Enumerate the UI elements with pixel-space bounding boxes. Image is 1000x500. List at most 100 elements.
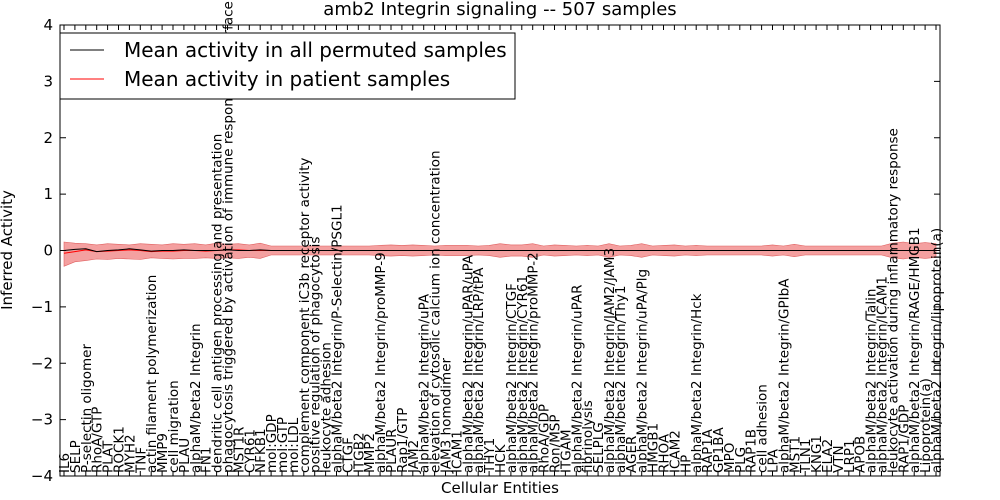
x-tick-label: SELPLG (591, 422, 607, 473)
x-tick-label: alphaM/beta2 Integrin/uPAR/uPA (460, 254, 476, 473)
x-tick-label: Lipoprotein(a) (918, 378, 934, 473)
legend-label-patient: Mean activity in patient samples (124, 67, 450, 91)
y-tick-label: 1 (43, 185, 53, 203)
y-tick-label: −3 (31, 411, 53, 429)
y-tick-label: 4 (43, 16, 53, 34)
x-tick-label: HMGB1 (646, 423, 662, 473)
y-tick-label: 2 (43, 129, 53, 147)
x-tick-label: alphaM/beta2 Integrin/LRP/tPA (471, 267, 487, 473)
x-tick-label: MYH2 (122, 434, 138, 473)
x-tick-label: alphaM/beta2 Integrin/Thy1 (613, 286, 629, 473)
x-tick-label: HCK (493, 443, 509, 473)
x-tick-label: KNG1 (809, 435, 825, 473)
legend-box (59, 32, 516, 100)
x-ticks (63, 25, 937, 476)
legend-label-permuted: Mean activity in all permuted samples (124, 38, 507, 62)
x-tick-label: CYR61 (242, 429, 258, 473)
x-tick-label: PLAU (177, 438, 193, 473)
x-tick-label: FN1 (199, 447, 215, 473)
x-tick-label: LRP1 (842, 439, 858, 473)
x-tick-label: alphaM/beta2 Integrin/RAGE/HMGB1 (907, 227, 923, 473)
x-tick-label: PLG (733, 447, 749, 473)
x-tick-label: PLAT (101, 440, 117, 473)
x-tick-label: MST1R (231, 427, 247, 473)
x-tick-label: complement component iC3b receptor activ… (297, 158, 313, 473)
x-tick-label: alphaM/beta2 Integrin/JAM2/JAM3 (602, 248, 618, 473)
x-tick-label: leukocyte activation during inflammatory… (885, 128, 901, 473)
patient-activity-band (63, 241, 937, 267)
x-tick-label: dendritic cell antigen processing and pr… (210, 134, 226, 473)
x-tick-label: AGER (624, 436, 640, 473)
x-tick-label: alphaM/beta2 Integrin/proMMP-2 (526, 252, 542, 473)
x-tick-label: Rap1/GTP (395, 408, 411, 473)
x-tick-label: ELA2 (820, 439, 836, 473)
x-tick-label: ICAM1 (449, 430, 465, 473)
x-tick-label: alphaM/beta2 Integrin/P-Selectin/PSGL1 (330, 204, 346, 473)
y-tick-label: −4 (31, 467, 53, 485)
y-tick-label: −2 (31, 354, 53, 372)
plot-frame (59, 24, 941, 477)
x-tick-label: GP1BA (711, 427, 727, 473)
y-axis-title: Inferred Activity (0, 190, 16, 310)
x-tick-label: RhoA/GDP (537, 404, 553, 473)
x-tick-label: fibrinolysis (580, 400, 596, 473)
x-tick-label: cell adhesion (755, 384, 771, 473)
x-tick-label: CTGF (340, 437, 356, 473)
x-tick-label: ICAM2 (667, 430, 683, 473)
x-tick-label: alphaM/beta2 Integrin/proMMP-9 (373, 252, 389, 473)
x-tick-label: LPA (766, 448, 782, 473)
x-tick-label: ITGAM (558, 429, 574, 473)
y-tick-label: −1 (31, 298, 53, 316)
x-tick-label: JAM3 homodimer (439, 357, 455, 474)
x-tick-label: RAP1/GDP (896, 405, 912, 473)
x-tick-label: positive regulation of phagocytosis (308, 237, 324, 473)
x-tick-label: JAM2 (406, 440, 422, 474)
x-tick-label: ROCK1 (112, 426, 128, 473)
x-tick-label: Ron/MSP (548, 415, 564, 474)
chart-title: amb2 Integrin signaling -- 507 samples (323, 0, 676, 20)
x-tick-label: MMP2 (362, 433, 378, 473)
x-tick-label: THY1 (482, 438, 498, 474)
x-tick-label: MMP9 (155, 433, 171, 473)
x-tick-label: alphaM/beta2 Integrin/Talin (864, 289, 880, 473)
x-tick-label: alphaM/beta2 Integrin/uPA/Plg (635, 269, 651, 473)
x-tick-label: TLN1 (798, 439, 814, 474)
legend: Mean activity in all permuted samples Me… (59, 32, 516, 100)
x-tick-label: P-selectin oligomer (79, 344, 95, 473)
x-axis-title: Cellular Entities (441, 479, 559, 497)
x-tick-label: VTN (831, 445, 847, 473)
x-tick-label: MST1 (787, 436, 803, 473)
x-tick-label: mol:GTP (275, 417, 291, 473)
x-tick-label: ITGB2 (351, 432, 367, 473)
x-tick-label: RhoA/GTP (90, 407, 106, 473)
x-tick-label: alphaM/beta2 Integrin/uPA (417, 293, 433, 473)
x-tick-label: HP (678, 455, 694, 473)
x-tick-label: RAP1A (700, 428, 716, 473)
x-tick-label: cell migration (166, 380, 182, 473)
x-tick-label: alphaM/beta2 Integrin (188, 323, 204, 473)
x-tick-label: alphaM/beta2 Integrin/Hck (689, 293, 705, 473)
y-tick-label: 3 (43, 72, 53, 90)
x-tick-label: actin filament polymerization (144, 275, 160, 473)
x-tick-label: IL6 (57, 453, 73, 473)
x-tick-label: phagocytosis triggered by activation of … (221, 0, 237, 473)
x-tick-label: alphaM/beta2 Integrin/CTGF (504, 283, 520, 473)
x-tick-label: mol:LDL (286, 417, 302, 473)
x-tick-label: PLAUR (384, 429, 400, 473)
x-tick-label: alphaM/beta2 Integrin/ICAM1 (875, 276, 891, 473)
x-tick-label: leukocyte adhesion (319, 342, 335, 473)
permuted-mean-line (63, 248, 936, 253)
x-tick-label: alphaM/beta2 Integrin/lipoprotein(a) (929, 228, 945, 473)
x-tick-label: TNF (133, 447, 149, 474)
x-tick-label: NFKB1 (253, 428, 269, 473)
lines-layer (63, 248, 936, 254)
x-tick-label: SELP (68, 440, 84, 473)
x-tick-label: alphaM/beta2 Integrin/GPIbA (776, 278, 792, 473)
x-tick-label: alphaM/beta2 Integrin/CYR61 (515, 275, 531, 473)
x-tick-label: alphaM/beta2 Integrin/uPAR (569, 285, 585, 474)
y-ticks: 4 3 2 1 0 −1 −2 −3 −4 (31, 16, 940, 485)
x-tick-label: RHOA (657, 433, 673, 473)
x-tick-label: APOB (853, 436, 869, 473)
x-tick-label: elevation of cytosolic calcium ion conce… (428, 150, 444, 473)
